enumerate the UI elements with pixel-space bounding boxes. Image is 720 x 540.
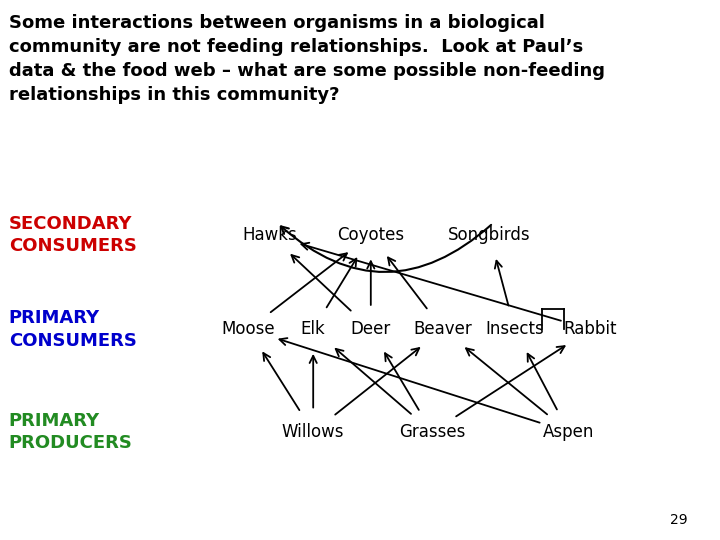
Text: Insects: Insects [485,320,544,339]
Text: Deer: Deer [351,320,391,339]
Text: Willows: Willows [282,423,344,441]
Text: PRIMARY
PRODUCERS: PRIMARY PRODUCERS [9,412,132,452]
Text: Grasses: Grasses [399,423,465,441]
Text: Aspen: Aspen [543,423,595,441]
Text: 29: 29 [670,512,688,526]
Text: Songbirds: Songbirds [449,226,531,244]
Text: SECONDARY
CONSUMERS: SECONDARY CONSUMERS [9,215,137,255]
Text: Some interactions between organisms in a biological
community are not feeding re: Some interactions between organisms in a… [9,14,605,104]
Text: Rabbit: Rabbit [564,320,617,339]
Text: Elk: Elk [301,320,325,339]
Text: Moose: Moose [222,320,275,339]
Text: PRIMARY
CONSUMERS: PRIMARY CONSUMERS [9,309,137,349]
Text: Beaver: Beaver [413,320,472,339]
Text: Hawks: Hawks [243,226,297,244]
Text: Coyotes: Coyotes [337,226,405,244]
